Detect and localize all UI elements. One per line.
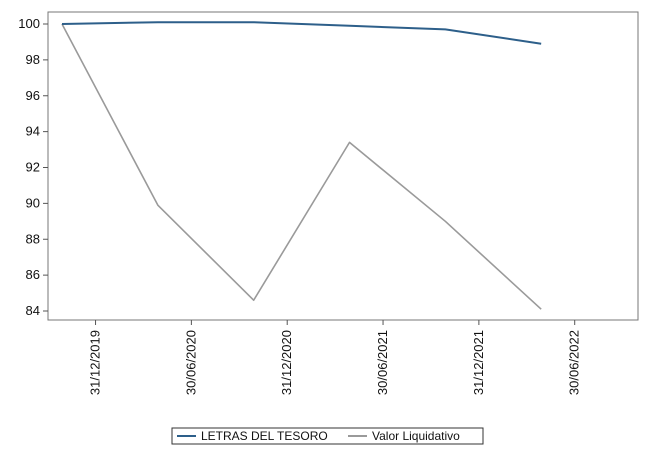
legend-label: LETRAS DEL TESORO	[201, 429, 328, 443]
series-line-letras-del-tesoro	[61, 21, 542, 45]
series-group	[61, 21, 542, 310]
y-tick-label: 92	[26, 160, 40, 175]
x-tick-label: 30/06/2021	[375, 330, 390, 395]
x-tick-label: 31/12/2019	[88, 330, 103, 395]
plot-frame	[47, 11, 639, 321]
x-tick-label: 30/06/2022	[567, 330, 582, 395]
x-tick-label: 30/06/2020	[183, 330, 198, 395]
series-line-valor-liquidativo	[61, 23, 542, 310]
y-tick-label: 94	[26, 124, 40, 139]
legend: LETRAS DEL TESORO Valor Liquidativo	[171, 427, 484, 445]
y-axis: 84 86 88 90 92 94 96 98 100	[18, 16, 48, 318]
y-tick-label: 84	[26, 303, 40, 318]
x-tick-label: 31/12/2020	[279, 330, 294, 395]
legend-label: Valor Liquidativo	[372, 429, 460, 443]
y-tick-label: 86	[26, 267, 40, 282]
legend-box	[171, 427, 484, 445]
y-tick-label: 100	[18, 16, 40, 31]
x-tick-label: 31/12/2021	[471, 330, 486, 395]
x-axis: 31/12/2019 30/06/2020 31/12/2020 30/06/2021…	[88, 320, 582, 395]
y-tick-label: 98	[26, 52, 40, 67]
y-tick-label: 96	[26, 88, 40, 103]
y-tick-label: 88	[26, 231, 40, 246]
plot-area-border	[47, 11, 639, 321]
y-tick-label: 90	[26, 195, 40, 210]
